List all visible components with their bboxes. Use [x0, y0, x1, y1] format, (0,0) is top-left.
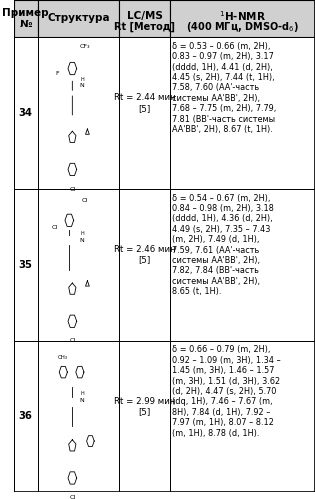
Text: 34: 34 — [19, 108, 33, 118]
Text: N: N — [79, 83, 84, 88]
Text: Структура: Структура — [47, 13, 110, 23]
Text: Rt [Метод]: Rt [Метод] — [114, 22, 175, 32]
Text: Rt = 2.46 мин
[5]: Rt = 2.46 мин [5] — [114, 245, 175, 264]
Text: Rt = 2.99 мин
[5]: Rt = 2.99 мин [5] — [114, 397, 175, 416]
Text: CF₃: CF₃ — [79, 44, 90, 49]
FancyBboxPatch shape — [170, 340, 315, 493]
FancyBboxPatch shape — [119, 340, 170, 493]
Text: δ = 0.53 – 0.66 (m, 2H),
0.83 – 0.97 (m, 2H), 3.17
(dddd, 1H), 4.41 (d, 2H),
4.4: δ = 0.53 – 0.66 (m, 2H), 0.83 – 0.97 (m,… — [172, 42, 276, 134]
FancyBboxPatch shape — [119, 0, 170, 37]
Text: (400 МГц, DMSO-d$_6$): (400 МГц, DMSO-d$_6$) — [186, 20, 299, 34]
Text: Пример
№: Пример № — [2, 7, 49, 29]
Text: H: H — [80, 391, 84, 396]
Text: δ = 0.54 – 0.67 (m, 2H),
0.84 – 0.98 (m, 2H), 3.18
(dddd, 1H), 4.36 (d, 2H),
4.4: δ = 0.54 – 0.67 (m, 2H), 0.84 – 0.98 (m,… — [172, 194, 274, 296]
FancyBboxPatch shape — [170, 37, 315, 189]
Text: $^1$H-NMR: $^1$H-NMR — [219, 9, 266, 23]
Text: Rt = 2.44 мин
[5]: Rt = 2.44 мин [5] — [114, 93, 175, 113]
Text: 36: 36 — [19, 412, 32, 422]
FancyBboxPatch shape — [38, 189, 119, 340]
Text: Cl: Cl — [51, 225, 57, 230]
FancyBboxPatch shape — [14, 37, 38, 189]
Text: Cl: Cl — [69, 187, 75, 192]
FancyBboxPatch shape — [170, 0, 315, 37]
FancyBboxPatch shape — [119, 189, 170, 340]
Text: H: H — [80, 77, 84, 82]
Text: 35: 35 — [19, 259, 32, 269]
FancyBboxPatch shape — [38, 0, 119, 37]
Text: Cl: Cl — [69, 495, 75, 499]
FancyBboxPatch shape — [14, 340, 38, 493]
FancyBboxPatch shape — [170, 189, 315, 340]
Text: Cl: Cl — [69, 338, 75, 343]
FancyBboxPatch shape — [38, 340, 119, 493]
Text: N: N — [79, 238, 84, 243]
Text: F: F — [55, 71, 59, 76]
Text: Cl: Cl — [81, 198, 88, 203]
Text: LC/MS: LC/MS — [127, 11, 163, 21]
Text: CH₃: CH₃ — [58, 355, 68, 360]
FancyBboxPatch shape — [14, 0, 38, 37]
Text: H: H — [80, 231, 84, 236]
Text: N: N — [79, 398, 84, 403]
Text: δ = 0.66 – 0.79 (m, 2H),
0.92 – 1.09 (m, 3H), 1.34 –
1.45 (m, 3H), 1.46 – 1.57
(: δ = 0.66 – 0.79 (m, 2H), 0.92 – 1.09 (m,… — [172, 345, 281, 438]
FancyBboxPatch shape — [38, 37, 119, 189]
FancyBboxPatch shape — [14, 189, 38, 340]
FancyBboxPatch shape — [119, 37, 170, 189]
